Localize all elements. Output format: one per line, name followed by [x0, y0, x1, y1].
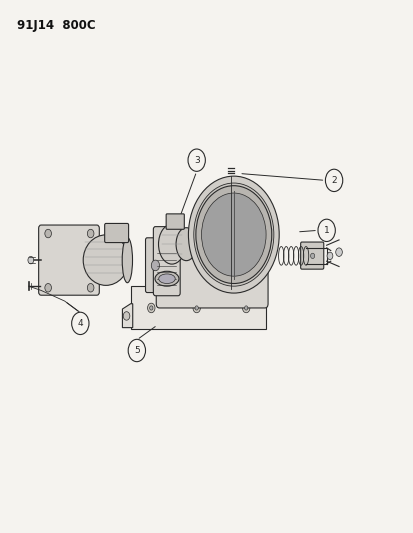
- Text: 4: 4: [77, 319, 83, 328]
- Circle shape: [195, 185, 271, 284]
- Ellipse shape: [122, 238, 132, 282]
- Circle shape: [87, 284, 94, 292]
- Circle shape: [201, 193, 266, 276]
- Circle shape: [147, 303, 154, 313]
- Circle shape: [192, 303, 200, 313]
- Text: 91J14  800C: 91J14 800C: [17, 19, 95, 33]
- FancyBboxPatch shape: [166, 214, 184, 229]
- FancyBboxPatch shape: [38, 225, 99, 295]
- FancyBboxPatch shape: [145, 238, 164, 293]
- Circle shape: [45, 284, 51, 292]
- Circle shape: [45, 229, 51, 238]
- Circle shape: [123, 312, 130, 320]
- Circle shape: [149, 306, 152, 310]
- Ellipse shape: [158, 224, 185, 264]
- Text: 5: 5: [134, 346, 140, 355]
- Text: 2: 2: [330, 176, 336, 185]
- Circle shape: [193, 183, 273, 286]
- FancyBboxPatch shape: [153, 227, 180, 296]
- Circle shape: [326, 252, 332, 260]
- FancyBboxPatch shape: [131, 286, 266, 329]
- Ellipse shape: [176, 228, 196, 261]
- Circle shape: [28, 256, 33, 264]
- Circle shape: [151, 260, 159, 271]
- Circle shape: [188, 176, 278, 293]
- Circle shape: [195, 306, 198, 310]
- FancyBboxPatch shape: [104, 223, 128, 243]
- Circle shape: [244, 306, 247, 310]
- Ellipse shape: [154, 271, 178, 286]
- Circle shape: [310, 253, 314, 259]
- Text: 3: 3: [193, 156, 199, 165]
- Text: 1: 1: [323, 226, 329, 235]
- Circle shape: [335, 248, 342, 256]
- Circle shape: [87, 229, 94, 238]
- Ellipse shape: [158, 274, 175, 284]
- Polygon shape: [122, 304, 133, 328]
- Ellipse shape: [83, 235, 128, 285]
- FancyBboxPatch shape: [300, 242, 323, 269]
- Circle shape: [242, 303, 249, 313]
- FancyBboxPatch shape: [156, 230, 268, 308]
